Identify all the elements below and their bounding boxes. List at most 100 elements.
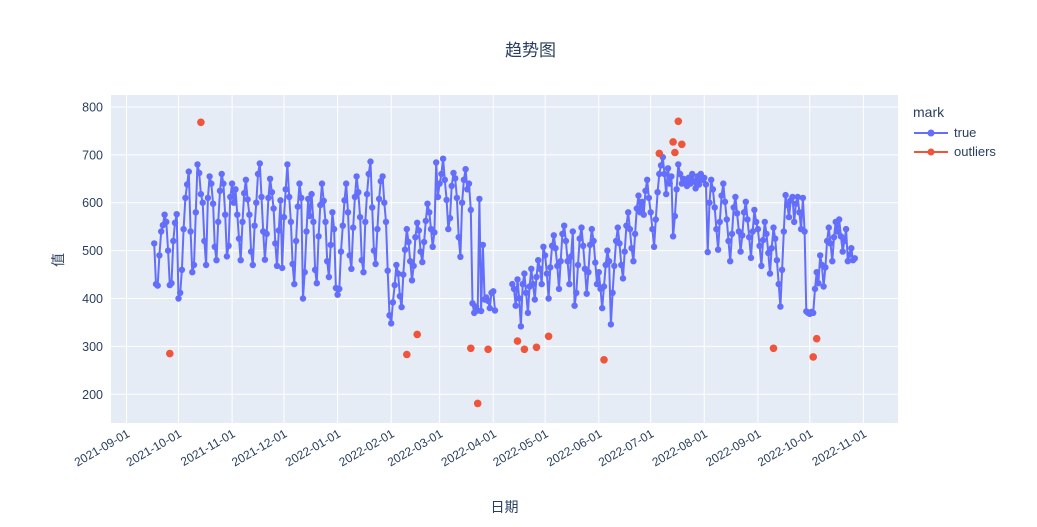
series-true-marker[interactable]: [265, 194, 272, 202]
series-true-marker[interactable]: [325, 273, 333, 281]
series-true-marker[interactable]: [320, 197, 327, 204]
series-true-marker[interactable]: [460, 176, 468, 183]
series-true-marker[interactable]: [777, 303, 784, 310]
series-true-marker[interactable]: [215, 218, 222, 226]
series-true-marker[interactable]: [407, 258, 414, 265]
series-true-marker[interactable]: [443, 196, 450, 204]
series-true-marker[interactable]: [559, 230, 566, 238]
series-true-marker[interactable]: [235, 235, 243, 242]
series-true-marker[interactable]: [775, 280, 782, 288]
series-true-marker[interactable]: [266, 175, 274, 182]
series-true-marker[interactable]: [547, 264, 554, 271]
series-true-marker[interactable]: [446, 214, 454, 222]
series-outliers[interactable]: [166, 117, 821, 408]
series-true-marker[interactable]: [228, 180, 236, 187]
series-true-marker[interactable]: [690, 178, 698, 185]
series-true-marker[interactable]: [284, 161, 291, 168]
series-true-marker[interactable]: [792, 200, 800, 207]
series-true-marker[interactable]: [370, 247, 378, 254]
series-true-marker[interactable]: [756, 242, 763, 249]
series-true-marker[interactable]: [419, 258, 426, 266]
series-true-marker[interactable]: [431, 229, 438, 236]
series-true-marker[interactable]: [272, 240, 279, 247]
series-true-marker[interactable]: [196, 169, 203, 177]
series-true-marker[interactable]: [569, 228, 576, 235]
series-true-marker[interactable]: [747, 254, 755, 261]
series-true-marker[interactable]: [839, 248, 846, 255]
series-true-marker[interactable]: [772, 235, 779, 242]
series-true-marker[interactable]: [197, 190, 205, 198]
series-true-marker[interactable]: [164, 247, 172, 254]
series-true-marker[interactable]: [400, 271, 407, 278]
series-true-marker[interactable]: [721, 198, 729, 205]
series-true-marker[interactable]: [791, 218, 798, 226]
series-true-marker[interactable]: [746, 234, 753, 241]
series-true-marker[interactable]: [305, 195, 312, 203]
series-true-marker[interactable]: [625, 209, 632, 216]
series-true-marker[interactable]: [343, 180, 350, 187]
series-true-marker[interactable]: [754, 225, 762, 233]
series-true-marker[interactable]: [467, 206, 474, 214]
series-true-marker[interactable]: [671, 212, 679, 220]
series-true-marker[interactable]: [422, 217, 429, 225]
series-true-marker[interactable]: [408, 277, 416, 284]
series-true-marker[interactable]: [258, 193, 265, 201]
series-true-marker[interactable]: [614, 224, 621, 231]
series-true-marker[interactable]: [178, 266, 186, 273]
series-true-marker[interactable]: [656, 170, 663, 178]
series-true-marker[interactable]: [429, 243, 436, 250]
series-true-marker[interactable]: [618, 261, 625, 269]
series-true-marker[interactable]: [384, 267, 391, 274]
series-true-marker[interactable]: [341, 197, 348, 204]
series-true-marker[interactable]: [557, 258, 564, 265]
series-true-marker[interactable]: [663, 190, 670, 198]
series-true-marker[interactable]: [799, 194, 807, 202]
series-true-marker[interactable]: [277, 197, 284, 204]
series-true-marker[interactable]: [476, 195, 483, 203]
series-true-marker[interactable]: [369, 204, 376, 211]
series-true-marker[interactable]: [192, 209, 199, 216]
series-true-marker[interactable]: [289, 260, 296, 268]
series-true-marker[interactable]: [737, 248, 744, 255]
series-true-marker[interactable]: [222, 211, 229, 218]
series-true-marker[interactable]: [773, 257, 781, 264]
series-true-marker[interactable]: [642, 187, 649, 194]
legend-item-true[interactable]: true: [913, 123, 996, 142]
series-true-marker[interactable]: [208, 180, 215, 187]
series-true-marker[interactable]: [778, 266, 786, 273]
series-true-marker[interactable]: [270, 205, 277, 212]
series-true-marker[interactable]: [708, 176, 715, 183]
series-true-marker[interactable]: [728, 230, 736, 238]
series-true-marker[interactable]: [315, 233, 322, 240]
series-true-marker[interactable]: [441, 176, 448, 183]
series-true-marker[interactable]: [381, 199, 388, 206]
outlier-marker[interactable]: [413, 330, 422, 339]
series-true-marker[interactable]: [156, 252, 163, 259]
series-true-marker[interactable]: [163, 218, 170, 226]
series-true-marker[interactable]: [555, 285, 563, 293]
series-true-marker[interactable]: [389, 299, 397, 306]
series-true[interactable]: [151, 154, 858, 330]
series-true-marker[interactable]: [275, 227, 282, 234]
series-true-marker[interactable]: [837, 233, 845, 240]
series-true-marker[interactable]: [645, 194, 653, 202]
series-true-marker[interactable]: [452, 175, 459, 182]
series-true-marker[interactable]: [768, 245, 775, 252]
series-true-marker[interactable]: [723, 216, 730, 223]
outlier-marker[interactable]: [403, 350, 411, 359]
series-true-marker[interactable]: [382, 218, 390, 226]
series-true-marker[interactable]: [362, 218, 369, 226]
outlier-marker[interactable]: [544, 332, 553, 341]
series-true-marker[interactable]: [308, 190, 315, 198]
series-true-marker[interactable]: [628, 245, 635, 252]
series-true-marker[interactable]: [334, 291, 341, 298]
series-true-marker[interactable]: [529, 280, 537, 288]
series-true-marker[interactable]: [327, 241, 334, 249]
outlier-marker[interactable]: [671, 148, 679, 157]
series-true-marker[interactable]: [740, 209, 748, 216]
series-true-marker[interactable]: [465, 180, 473, 187]
series-true-marker[interactable]: [227, 193, 234, 201]
series-true-marker[interactable]: [616, 240, 623, 247]
series-true-marker[interactable]: [702, 181, 710, 188]
series-true-marker[interactable]: [453, 194, 461, 202]
